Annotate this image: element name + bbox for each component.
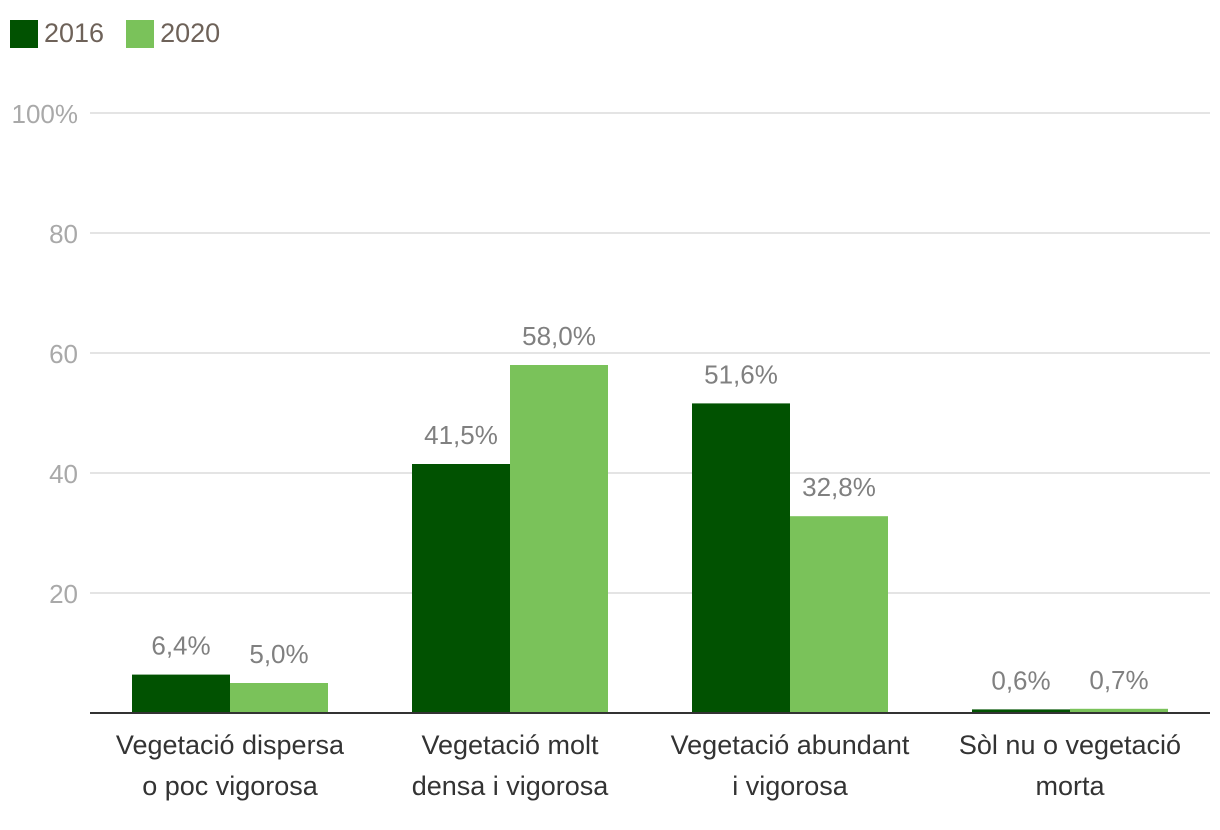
bar-2016	[132, 674, 230, 713]
data-label-2020: 32,8%	[802, 472, 876, 502]
legend: 2016 2020	[10, 18, 242, 49]
x-category-label: i vigorosa	[732, 771, 849, 801]
legend-label-2020: 2020	[160, 18, 221, 48]
bar-2016	[412, 464, 510, 713]
x-category-label: o poc vigorosa	[142, 771, 319, 801]
bar-2016	[972, 709, 1070, 713]
legend-swatch-2016	[10, 19, 38, 48]
y-tick-label: 60	[49, 339, 78, 369]
legend-swatch-2020	[126, 19, 155, 48]
y-tick-label: 80	[49, 219, 78, 249]
bar-2020	[230, 683, 328, 713]
legend-item-2020: 2020	[126, 18, 220, 49]
bar-2020	[510, 365, 608, 713]
bar-2016	[692, 403, 790, 713]
data-label-2016: 41,5%	[424, 420, 498, 450]
data-label-2020: 5,0%	[249, 639, 308, 669]
bar-2020	[790, 516, 888, 713]
data-label-2020: 0,7%	[1089, 665, 1148, 695]
data-label-2020: 58,0%	[522, 321, 596, 351]
legend-item-2016: 2016	[10, 18, 104, 49]
x-category-label: Vegetació dispersa	[116, 730, 345, 760]
x-category-label: Sòl nu o vegetació	[959, 730, 1181, 760]
legend-label-2016: 2016	[44, 18, 105, 48]
x-category-label: densa i vigorosa	[412, 771, 610, 801]
y-tick-label: 100%	[12, 99, 79, 129]
x-category-label: Vegetació molt	[421, 730, 599, 760]
y-tick-label: 40	[49, 459, 78, 489]
data-label-2016: 51,6%	[704, 359, 778, 389]
y-tick-label: 20	[49, 579, 78, 609]
data-label-2016: 0,6%	[991, 665, 1050, 695]
bar-2020	[1070, 708, 1168, 713]
x-category-label: Vegetació abundant	[671, 730, 910, 760]
x-category-label: morta	[1035, 771, 1105, 801]
data-label-2016: 6,4%	[151, 631, 210, 661]
